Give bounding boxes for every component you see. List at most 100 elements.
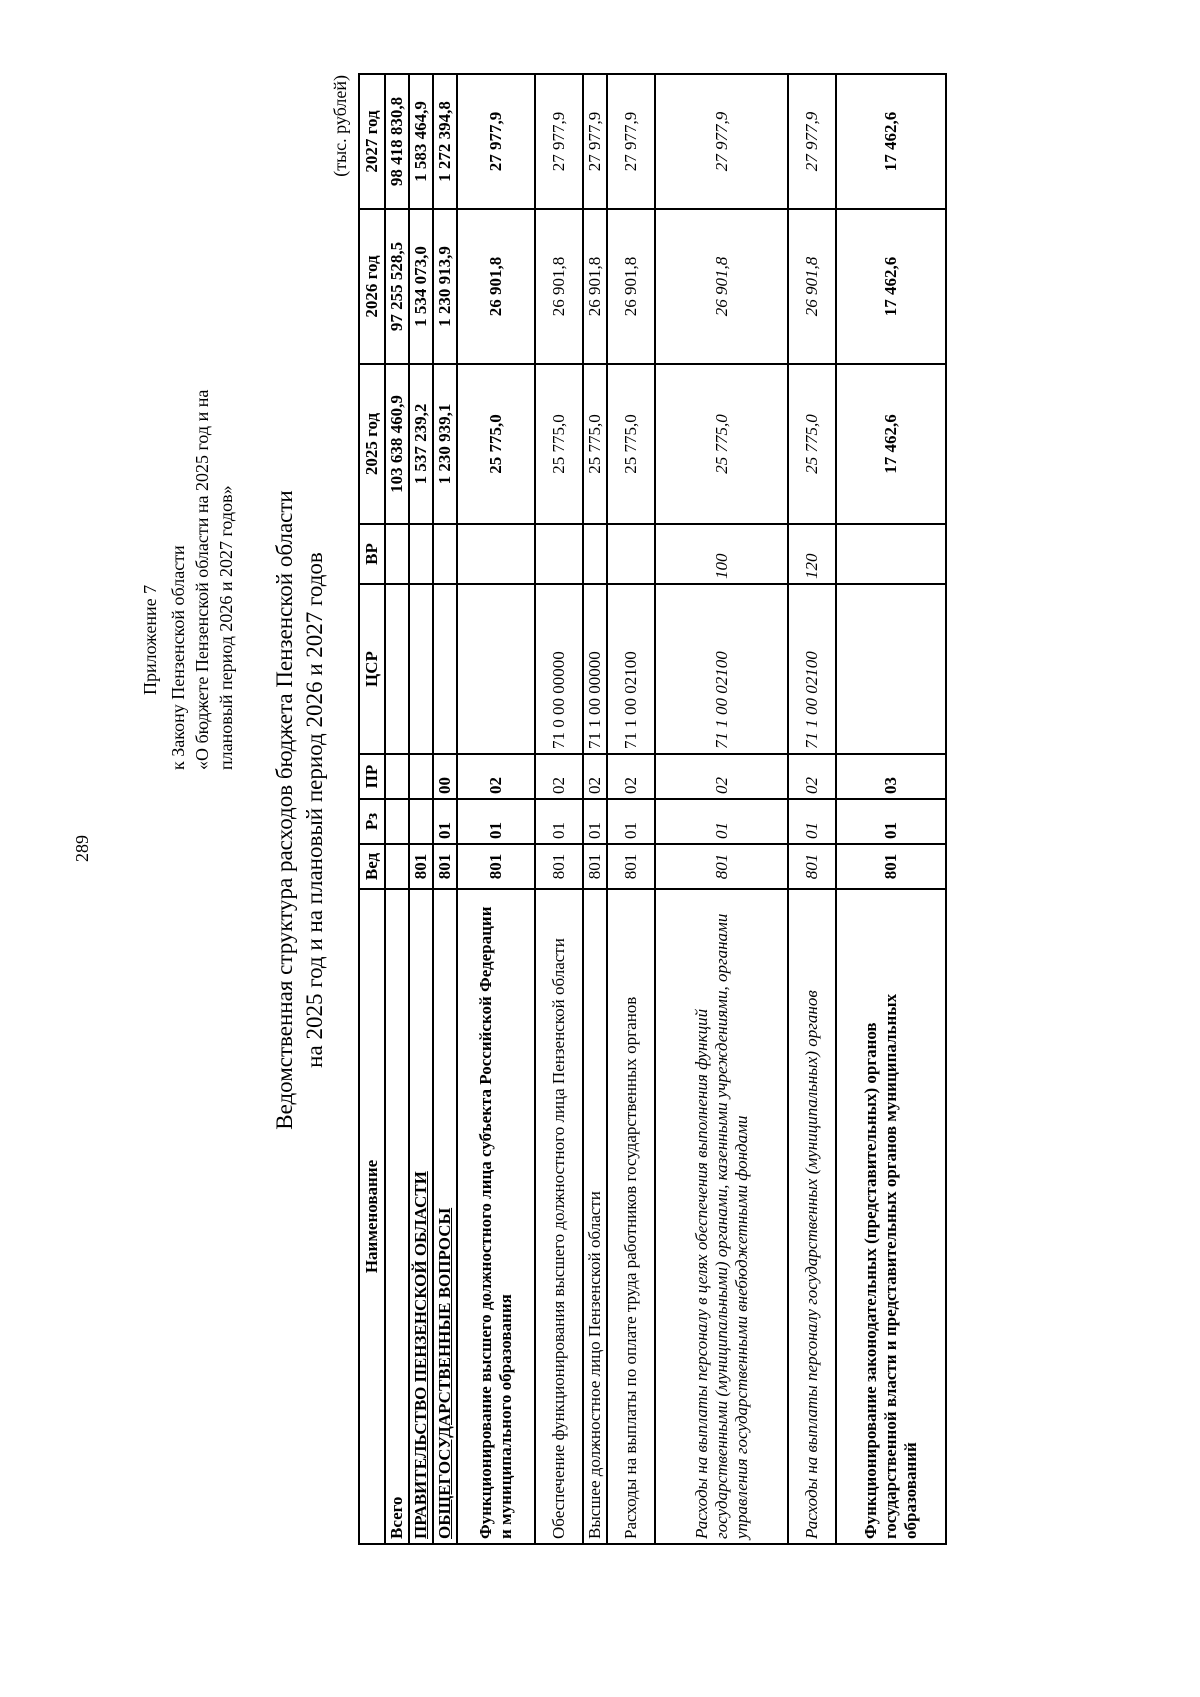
cell-name: Расходы на выплаты персоналу государстве… xyxy=(788,889,836,1544)
cell-rz xyxy=(385,799,409,844)
table-row: Высшее должностное лицо Пензенской облас… xyxy=(583,74,607,1544)
cell-ved: 801 xyxy=(457,844,535,889)
table-row: Функционирование высшего должностного ли… xyxy=(457,74,535,1544)
annex-line: плановый период 2026 и 2027 годов» xyxy=(216,485,236,770)
cell-csr: 71 1 00 02100 xyxy=(607,584,655,754)
cell-csr xyxy=(457,584,535,754)
cell-y2027: 17 462,6 xyxy=(836,74,946,209)
col-header: ПР xyxy=(359,754,385,799)
cell-vr xyxy=(607,524,655,584)
cell-y2025: 1 537 239,2 xyxy=(409,364,433,524)
cell-csr: 71 1 00 00000 xyxy=(583,584,607,754)
cell-vr xyxy=(583,524,607,584)
col-header: Наименование xyxy=(359,889,385,1544)
cell-rz: 01 xyxy=(583,799,607,844)
table-row: Расходы на выплаты персоналу в целях обе… xyxy=(655,74,788,1544)
cell-y2026: 26 901,8 xyxy=(655,209,788,364)
units-label: (тыс. рублей) xyxy=(330,75,350,177)
col-header: ЦСР xyxy=(359,584,385,754)
cell-pr: 02 xyxy=(607,754,655,799)
cell-name: Расходы на выплаты персоналу в целях обе… xyxy=(655,889,788,1544)
table-row: Расходы на выплаты персоналу государстве… xyxy=(788,74,836,1544)
cell-vr xyxy=(836,524,946,584)
cell-y2025: 25 775,0 xyxy=(655,364,788,524)
col-header: Вед xyxy=(359,844,385,889)
cell-name: Обеспечение функционирования высшего дол… xyxy=(535,889,583,1544)
cell-rz xyxy=(409,799,433,844)
cell-csr: 71 1 00 02100 xyxy=(788,584,836,754)
title-line: на 2025 год и на плановый период 2026 и … xyxy=(302,552,327,1068)
cell-vr xyxy=(385,524,409,584)
cell-y2025: 17 462,6 xyxy=(836,364,946,524)
cell-y2027: 27 977,9 xyxy=(655,74,788,209)
cell-csr: 71 0 00 00000 xyxy=(535,584,583,754)
cell-ved: 801 xyxy=(433,844,457,889)
cell-pr: 02 xyxy=(583,754,607,799)
cell-vr xyxy=(433,524,457,584)
cell-name: Высшее должностное лицо Пензенской облас… xyxy=(583,889,607,1544)
cell-name: ОБЩЕГОСУДАРСТВЕННЫЕ ВОПРОСЫ xyxy=(433,889,457,1544)
cell-pr: 00 xyxy=(433,754,457,799)
cell-rz: 01 xyxy=(535,799,583,844)
cell-y2027: 27 977,9 xyxy=(457,74,535,209)
cell-rz: 01 xyxy=(607,799,655,844)
col-header: ВР xyxy=(359,524,385,584)
cell-csr xyxy=(385,584,409,754)
cell-y2027: 1 583 464,9 xyxy=(409,74,433,209)
table-header-row: Наименование Вед Рз ПР ЦСР ВР 2025 год 2… xyxy=(359,74,385,1544)
col-header: 2026 год xyxy=(359,209,385,364)
cell-name: Функционирование законодательных (предст… xyxy=(836,889,946,1544)
cell-rz: 01 xyxy=(788,799,836,844)
cell-y2025: 25 775,0 xyxy=(457,364,535,524)
table-row: ОБЩЕГОСУДАРСТВЕННЫЕ ВОПРОСЫ 801 01 00 1 230 … xyxy=(433,74,457,1544)
cell-y2026: 17 462,6 xyxy=(836,209,946,364)
cell-pr: 02 xyxy=(535,754,583,799)
col-header: 2025 год xyxy=(359,364,385,524)
table-row: Обеспечение функционирования высшего дол… xyxy=(535,74,583,1544)
cell-y2027: 1 272 394,8 xyxy=(433,74,457,209)
annex-line: «О бюджете Пензенской области на 2025 го… xyxy=(192,389,212,770)
cell-y2025: 25 775,0 xyxy=(583,364,607,524)
cell-vr xyxy=(535,524,583,584)
cell-csr xyxy=(433,584,457,754)
cell-vr xyxy=(409,524,433,584)
annex-block: Приложение 7 к Закону Пензенской области… xyxy=(138,390,238,770)
col-header: 2027 год xyxy=(359,74,385,209)
annex-heading: Приложение 7 xyxy=(140,584,160,695)
cell-pr: 03 xyxy=(836,754,946,799)
cell-name: Функционирование высшего должностного ли… xyxy=(457,889,535,1544)
cell-pr: 02 xyxy=(655,754,788,799)
cell-csr xyxy=(409,584,433,754)
col-header: Рз xyxy=(359,799,385,844)
cell-y2025: 25 775,0 xyxy=(535,364,583,524)
cell-name: ПРАВИТЕЛЬСТВО ПЕНЗЕНСКОЙ ОБЛАСТИ xyxy=(409,889,433,1544)
cell-name: Всего xyxy=(385,889,409,1544)
cell-y2025: 25 775,0 xyxy=(607,364,655,524)
cell-name: Расходы на выплаты по оплате труда работ… xyxy=(607,889,655,1544)
cell-y2027: 27 977,9 xyxy=(788,74,836,209)
page-number: 289 xyxy=(72,835,92,862)
cell-pr: 02 xyxy=(788,754,836,799)
cell-y2026: 1 534 073,0 xyxy=(409,209,433,364)
cell-pr xyxy=(409,754,433,799)
cell-vr: 100 xyxy=(655,524,788,584)
cell-pr xyxy=(385,754,409,799)
cell-ved: 801 xyxy=(788,844,836,889)
cell-ved: 801 xyxy=(583,844,607,889)
cell-pr: 02 xyxy=(457,754,535,799)
table-row: Всего 103 638 460,9 97 255 528,5 98 418 830… xyxy=(385,74,409,1544)
budget-table: Наименование Вед Рз ПР ЦСР ВР 2025 год 2… xyxy=(358,73,947,1545)
cell-y2025: 25 775,0 xyxy=(788,364,836,524)
table-row: ПРАВИТЕЛЬСТВО ПЕНЗЕНСКОЙ ОБЛАСТИ 801 1 537… xyxy=(409,74,433,1544)
cell-y2026: 26 901,8 xyxy=(788,209,836,364)
cell-y2026: 26 901,8 xyxy=(607,209,655,364)
document-title: Ведомственная структура расходов бюджета… xyxy=(270,75,330,1545)
cell-rz: 01 xyxy=(433,799,457,844)
cell-y2026: 1 230 913,9 xyxy=(433,209,457,364)
cell-rz: 01 xyxy=(655,799,788,844)
cell-vr xyxy=(457,524,535,584)
cell-y2027: 27 977,9 xyxy=(607,74,655,209)
cell-y2026: 26 901,8 xyxy=(535,209,583,364)
cell-y2026: 26 901,8 xyxy=(457,209,535,364)
